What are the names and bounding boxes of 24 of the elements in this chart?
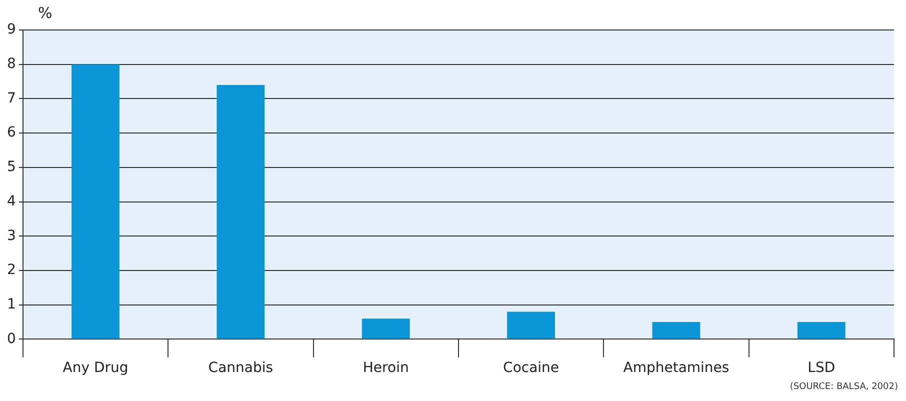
y-tick-label: 1 bbox=[6, 296, 16, 312]
x-tick-label: Cannabis bbox=[208, 360, 274, 376]
bar bbox=[797, 322, 846, 339]
y-tick-label: 6 bbox=[6, 124, 16, 141]
y-tick-label: 3 bbox=[6, 228, 16, 244]
bar bbox=[507, 312, 555, 339]
y-tick-label: 5 bbox=[6, 159, 16, 176]
bar bbox=[72, 64, 120, 339]
x-tick-label: Any Drug bbox=[62, 360, 128, 376]
text: (SOURCE: BALSA, 2002) bbox=[790, 382, 898, 392]
y-tick-label: 8 bbox=[6, 56, 16, 72]
y-tick-label: 4 bbox=[6, 193, 16, 210]
bar bbox=[216, 84, 265, 339]
y-tick-label: 7 bbox=[6, 90, 16, 106]
x-tick-label: LSD bbox=[808, 360, 836, 376]
bar bbox=[362, 318, 410, 339]
y-tick-label: 9 bbox=[6, 22, 16, 38]
y-tick-label: 0 bbox=[6, 330, 16, 347]
x-tick-label: Cocaine bbox=[503, 360, 560, 376]
bar bbox=[652, 322, 700, 339]
y-axis-title: % bbox=[38, 4, 52, 22]
x-tick-label: Heroin bbox=[362, 360, 409, 376]
x-tick-label: Amphetamines bbox=[623, 360, 730, 376]
y-tick-label: 2 bbox=[6, 262, 16, 278]
